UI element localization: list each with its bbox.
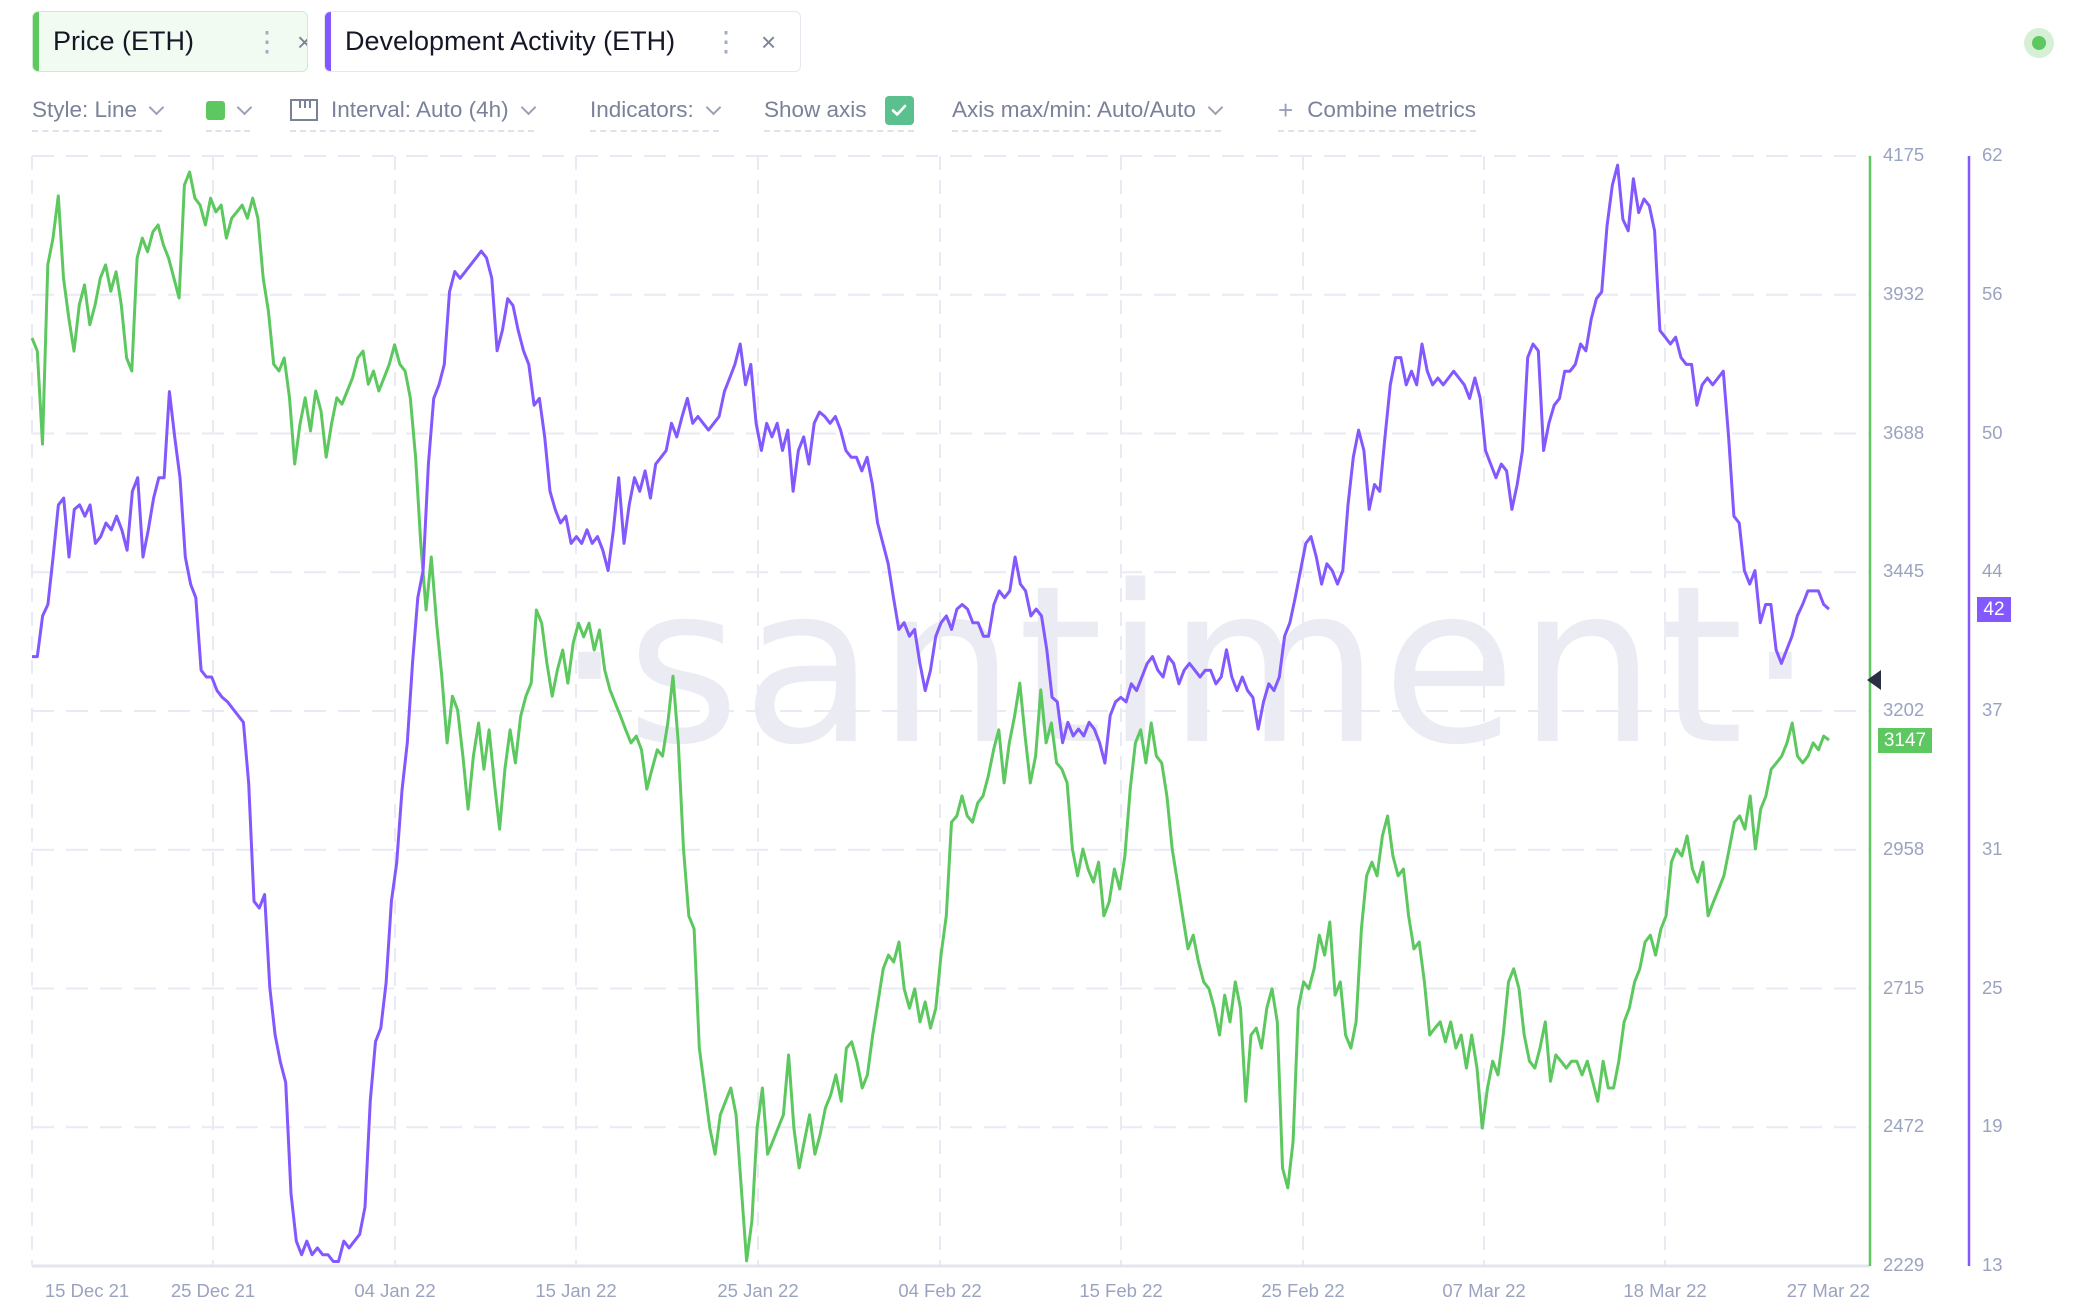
y-axis-tick-label: 13 (1982, 1254, 2003, 1275)
y-axis-tick-label: 56 (1982, 282, 2003, 304)
x-axis-tick-label: 07 Mar 22 (1442, 1280, 1526, 1301)
series-line-price-eth- (30, 170, 1830, 1263)
show-axis-checkbox[interactable] (884, 95, 914, 125)
interval-label: Interval: Auto (4h) (331, 97, 509, 122)
metric-tab-label: Development Activity (ETH) (345, 26, 676, 56)
last-value-badge: 42 (1977, 597, 2011, 623)
indicators-dropdown[interactable]: Indicators: (590, 94, 722, 132)
x-axis-tick-label: 15 Feb 22 (1079, 1280, 1163, 1301)
axis-pointer-icon[interactable] (1867, 670, 1881, 690)
y-axis-tick-label: 2229 (1883, 1254, 1925, 1275)
y-axis-tick-label: 50 (1982, 421, 2003, 443)
y-axis-tick-label: 19 (1982, 1115, 2003, 1137)
interval-dropdown[interactable]: Interval: Auto (4h) (290, 94, 536, 132)
x-axis-tick-label: 25 Dec 21 (170, 1280, 256, 1301)
style-dropdown[interactable]: Style: Line (32, 94, 165, 132)
chart-series (30, 163, 1830, 1263)
live-status-indicator (2024, 28, 2054, 58)
y-axis-tick-label: 3445 (1883, 560, 1925, 582)
close-icon[interactable]: × (297, 29, 307, 55)
x-axis-tick-label: 27 Mar 22 (1786, 1280, 1870, 1301)
more-menu-icon[interactable]: ⋮ (253, 26, 281, 57)
chart-axes (1867, 156, 1971, 1266)
metric-tab-label: Price (ETH) (53, 26, 194, 56)
metric-tab-price[interactable]: Price (ETH) ⋮ × (32, 11, 308, 72)
santiment-watermark: ·santiment· (555, 540, 1818, 793)
y-axis-tick-label: 3688 (1883, 421, 1925, 443)
axis-maxmin-label: Axis max/min: Auto/Auto (952, 97, 1196, 122)
dev-activity-color-bar (325, 12, 331, 71)
indicators-label: Indicators: (590, 97, 694, 122)
x-axis-tick-label: 15 Dec 21 (44, 1280, 130, 1301)
axis-maxmin-dropdown[interactable]: Axis max/min: Auto/Auto (952, 94, 1224, 132)
y-axis-tick-label: 44 (1982, 560, 2003, 582)
last-value-badge: 3147 (1878, 728, 1932, 754)
color-swatch (206, 100, 225, 120)
calendar-interval-icon (290, 99, 318, 121)
style-label: Style: Line (32, 97, 138, 122)
y-axis-tick-label: 3202 (1883, 699, 1925, 720)
show-axis-label: Show axis (764, 97, 867, 122)
x-axis-tick-label: 25 Jan 22 (717, 1280, 799, 1301)
y-axis-tick-label: 25 (1982, 976, 2003, 998)
y-axis-tick-label: 4175 (1883, 144, 1925, 165)
x-axis-tick-label: 25 Feb 22 (1261, 1280, 1345, 1301)
combine-metrics-label: Combine metrics (1307, 97, 1476, 122)
y-axis-tick-label: 62 (1982, 144, 2003, 165)
y-axis-tick-label: 2472 (1883, 1115, 1925, 1137)
color-picker-dropdown[interactable] (206, 94, 253, 132)
x-axis-tick-label: 04 Feb 22 (898, 1280, 982, 1301)
y-axis-tick-label: 37 (1982, 699, 2003, 720)
close-icon[interactable]: × (761, 27, 777, 57)
combine-metrics-button[interactable]: + Combine metrics (1278, 94, 1476, 132)
x-axis-tick-label: 18 Mar 22 (1623, 1280, 1707, 1301)
checkmark-icon (891, 104, 907, 116)
price-color-bar (33, 12, 39, 71)
series-line-development-activity-eth- (32, 163, 1830, 1263)
show-axis-toggle[interactable]: Show axis (764, 94, 914, 132)
metric-tab-dev-activity[interactable]: Development Activity (ETH) ⋮ × (324, 11, 801, 72)
y-axis-tick-label: 2958 (1883, 837, 1925, 859)
y-axis-tick-label: 2715 (1883, 976, 1925, 998)
plus-icon: + (1278, 94, 1294, 125)
more-menu-icon[interactable]: ⋮ (712, 26, 740, 57)
x-axis-tick-label: 15 Jan 22 (535, 1280, 617, 1301)
y-axis-tick-label: 3932 (1883, 282, 1925, 304)
y-axis-tick-label: 31 (1982, 837, 2003, 859)
x-axis-tick-label: 04 Jan 22 (354, 1280, 436, 1301)
chart-grid (31, 155, 1870, 1268)
